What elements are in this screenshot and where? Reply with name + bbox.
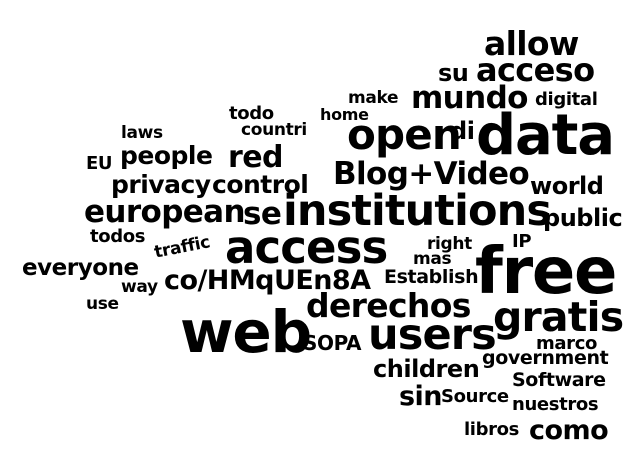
word-todo: todo [229, 103, 274, 124]
word-users: users [368, 310, 497, 360]
word-mas: mas [413, 249, 452, 269]
word-marco: marco [536, 333, 598, 354]
word-software: Software [512, 369, 606, 391]
word-establish: Establish [384, 266, 479, 288]
word-source: Source [441, 386, 509, 407]
word-public: public [543, 204, 623, 232]
word-derechos: derechos [306, 286, 471, 325]
word-people: people [120, 141, 213, 170]
word-children: children [373, 355, 480, 383]
word-web: web [180, 298, 312, 366]
word-su: su [438, 59, 469, 87]
word-co-hmquen8a: co/HMqUEn8A [164, 265, 371, 296]
word-traffic: traffic [152, 232, 212, 263]
word-blog-video: Blog+Video [333, 156, 530, 192]
word-acceso: acceso [476, 51, 595, 89]
word-use: use [86, 294, 119, 314]
word-control: control [212, 170, 309, 199]
word-como: como [529, 415, 609, 446]
word-data: data [476, 103, 615, 168]
word-digital: digital [535, 89, 598, 110]
word-world: world [530, 172, 604, 200]
word-laws: laws [121, 123, 163, 143]
word-home: home [320, 105, 369, 124]
word-mundo: mundo [411, 80, 528, 116]
word-privacy: privacy [111, 170, 211, 199]
word-government: government [482, 347, 609, 369]
word-way: way [121, 277, 158, 297]
word-make: make [348, 88, 399, 108]
word-di: di [450, 117, 475, 145]
word-open: open [347, 110, 462, 159]
word-libros: libros [464, 419, 520, 440]
word-everyone: everyone [22, 255, 139, 281]
word-sopa: SOPA [303, 331, 362, 355]
word-todos: todos [90, 226, 146, 247]
word-right: right [427, 234, 472, 254]
word-red: red [228, 140, 283, 175]
word-se: se [243, 196, 282, 232]
word-access: access [225, 221, 388, 274]
word-eu: EU [86, 153, 113, 174]
word-countri: countri [241, 120, 307, 140]
word-sin: sin [399, 381, 442, 412]
word-free: free [475, 235, 617, 309]
word-allow: allow [484, 24, 579, 63]
word-nuestros: nuestros [512, 394, 599, 415]
word-gratis: gratis [493, 293, 624, 341]
word-institutions: institutions [283, 186, 552, 236]
word-european: european [84, 194, 246, 230]
word-ip: IP [512, 231, 532, 252]
